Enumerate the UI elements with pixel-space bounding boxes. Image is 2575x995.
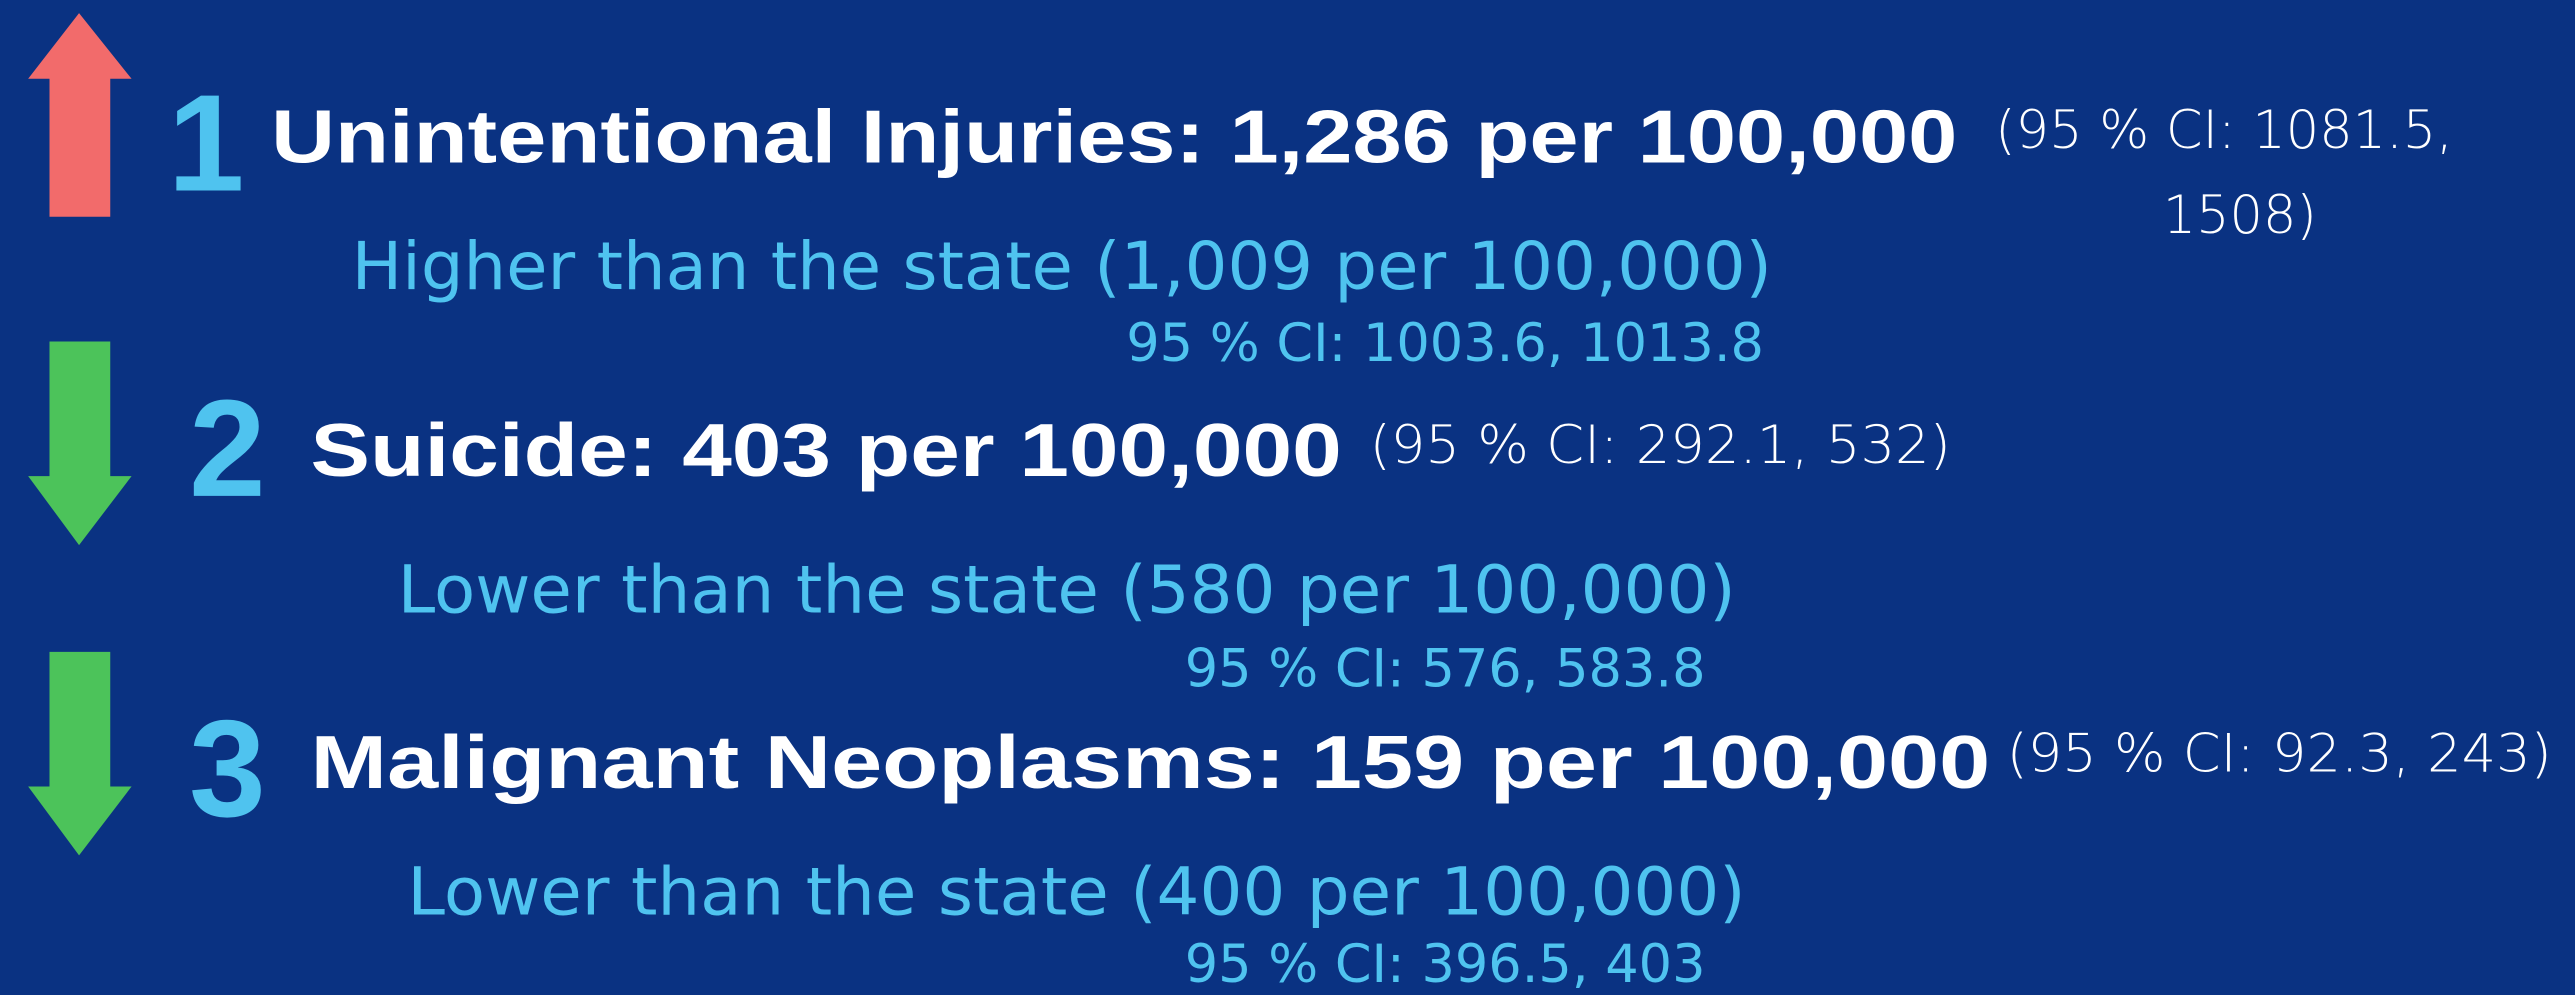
up-arrow [28,13,132,217]
down-arrow [28,651,132,856]
ci: 1508) [2163,185,2317,246]
state-ci: 95 % CI: 1003.6, 1013.8 [1126,313,1764,374]
ci: (95 % CI: 1081.5, [1995,100,2453,161]
cause-title: Suicide: 403 per 100,000 [311,409,1342,493]
state-ci: 95 % CI: 576, 583.8 [1185,638,1706,699]
rank: 1 [168,66,245,220]
state-comparison: Higher than the state (1,009 per 100,000… [352,229,1772,305]
state-ci: 95 % CI: 396.5, 403 [1185,934,1706,995]
down-arrow [28,341,132,546]
ci: (95 % CI: 292.1, 532) [1370,415,1951,476]
rank: 3 [189,692,266,846]
cause-title: Unintentional Injuries: 1,286 per 100,00… [271,96,1957,180]
state-comparison: Lower than the state (580 per 100,000) [398,552,1736,628]
state-comparison: Lower than the state (400 per 100,000) [407,855,1745,931]
rank: 2 [189,372,266,526]
cause-title: Malignant Neoplasms: 159 per 100,000 [311,721,1991,805]
background [3,0,2572,995]
ci: (95 % CI: 92.3, 243) [2007,724,2552,785]
